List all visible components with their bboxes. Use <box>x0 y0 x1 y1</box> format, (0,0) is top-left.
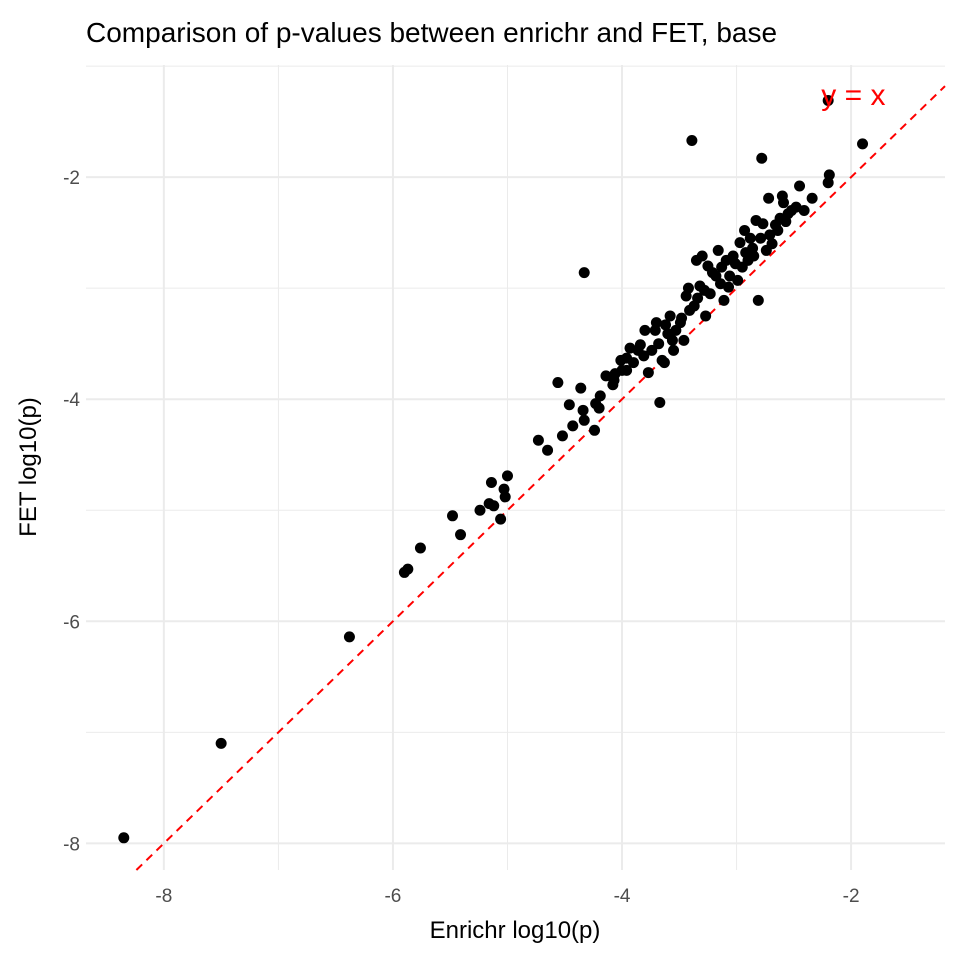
y-tick-label: -6 <box>63 612 80 633</box>
points-group <box>118 95 869 844</box>
y-axis-ticks: -2 -4 -6 -8 <box>63 168 80 855</box>
data-point <box>806 192 818 204</box>
data-point <box>798 204 810 216</box>
data-point <box>578 414 590 426</box>
data-point <box>495 513 507 525</box>
x-tick-label: -4 <box>614 886 631 907</box>
data-point <box>414 542 426 554</box>
data-point <box>772 224 784 236</box>
data-point <box>757 218 769 230</box>
x-tick-label: -8 <box>155 886 172 907</box>
data-point <box>658 357 670 369</box>
data-point <box>653 338 665 350</box>
data-point <box>712 244 724 256</box>
data-point <box>532 434 544 446</box>
data-point <box>474 504 486 516</box>
chart-title: Comparison of p-values between enrichr a… <box>86 17 777 48</box>
data-point <box>778 197 790 209</box>
grid <box>86 65 945 870</box>
data-point <box>593 402 605 414</box>
data-point <box>575 382 587 394</box>
data-point <box>215 737 227 749</box>
data-point <box>447 510 459 522</box>
data-point <box>501 470 513 482</box>
data-point <box>621 364 633 376</box>
data-point <box>755 232 767 244</box>
data-point <box>732 274 744 286</box>
data-point <box>857 138 869 150</box>
y-axis-title: FET log10(p) <box>15 397 42 537</box>
data-point <box>455 529 467 541</box>
data-point <box>704 288 716 300</box>
data-point <box>589 424 601 436</box>
data-point <box>664 310 676 322</box>
data-point <box>563 399 575 411</box>
reference-line-group <box>135 85 946 871</box>
x-axis-ticks: -8 -6 -4 -2 <box>155 886 859 907</box>
data-point <box>567 420 579 432</box>
data-point <box>686 135 698 147</box>
x-tick-label: -2 <box>843 886 860 907</box>
data-point <box>823 169 835 181</box>
data-point <box>764 229 776 241</box>
data-point <box>118 832 130 844</box>
data-point <box>650 317 662 329</box>
y-tick-label: -4 <box>63 390 80 411</box>
y-tick-label: -2 <box>63 168 80 189</box>
data-point <box>646 344 658 356</box>
data-point <box>639 324 651 336</box>
y-equals-x-line <box>135 85 946 871</box>
data-point <box>660 319 672 331</box>
y-tick-label: -8 <box>63 834 80 855</box>
data-point <box>666 334 678 346</box>
data-point <box>744 232 756 244</box>
data-point <box>700 310 712 322</box>
data-point <box>499 491 511 503</box>
data-point <box>748 250 760 262</box>
x-tick-label: -6 <box>384 886 401 907</box>
data-point <box>752 294 764 306</box>
data-point <box>594 390 606 402</box>
data-point <box>542 444 554 456</box>
data-point <box>766 238 778 250</box>
data-point <box>794 180 806 192</box>
data-point <box>578 267 590 279</box>
data-point <box>485 476 497 488</box>
data-point <box>678 334 690 346</box>
data-point <box>343 631 355 643</box>
data-point <box>724 270 736 282</box>
data-point <box>676 312 688 324</box>
data-point <box>552 377 564 389</box>
data-point <box>638 350 650 362</box>
data-point <box>739 224 751 236</box>
data-point <box>556 430 568 442</box>
data-point <box>642 367 654 379</box>
reference-line-label: y = x <box>821 79 885 112</box>
data-point <box>634 339 646 351</box>
data-point <box>402 563 414 575</box>
data-point <box>692 292 704 304</box>
data-point <box>822 95 834 107</box>
data-point <box>577 404 589 416</box>
x-axis-title: Enrichr log10(p) <box>430 917 601 944</box>
data-point <box>627 357 639 369</box>
data-point <box>718 294 730 306</box>
data-point <box>654 397 666 409</box>
data-point <box>734 237 746 249</box>
data-point <box>600 370 612 382</box>
data-point <box>682 282 694 294</box>
data-point <box>763 192 775 204</box>
data-point <box>668 344 680 356</box>
data-point <box>696 250 708 262</box>
data-point <box>723 281 735 293</box>
data-point <box>756 152 768 164</box>
data-point <box>488 500 500 512</box>
